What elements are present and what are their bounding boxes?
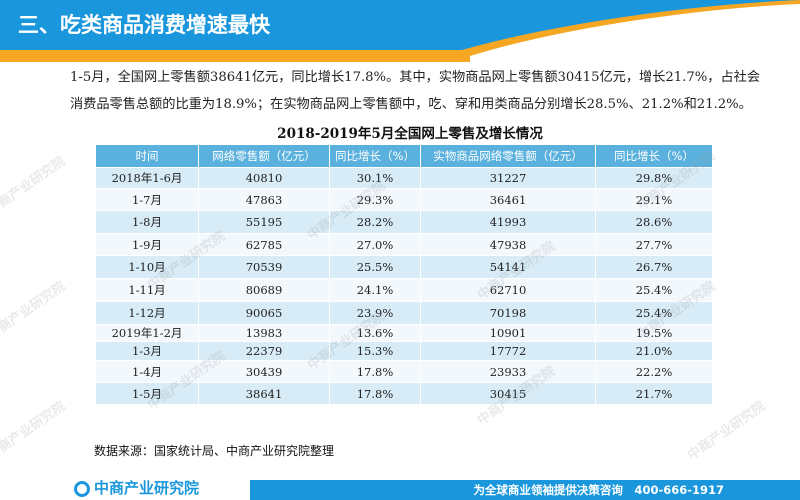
cell-yoy-growth: 15.3% [329,341,421,361]
cell-physical-yoy-growth: 19.5% [595,324,713,342]
cell-time: 1-5月 [95,382,199,405]
table-row: 1-8月 55195 28.2% 41993 28.6% [95,210,713,234]
cell-physical-retail: 47938 [420,233,596,256]
cell-physical-yoy-growth: 27.7% [595,233,713,256]
cell-yoy-growth: 17.8% [329,382,421,405]
cell-time: 1-8月 [95,210,199,234]
cell-yoy-growth: 28.2% [329,210,421,234]
table-row: 1-7月 47863 29.3% 36461 29.1% [95,188,713,211]
column-header-yoy-growth: 同比增长（%） [329,144,421,168]
retail-table: 时间 网络零售额（亿元） 同比增长（%） 实物商品网络零售额（亿元） 同比增长（… [95,144,713,405]
cell-physical-yoy-growth: 29.8% [595,167,713,189]
cell-yoy-growth: 25.5% [329,255,421,279]
cell-online-retail: 90065 [198,301,330,325]
cell-physical-retail: 54141 [420,255,596,279]
cell-physical-retail: 41993 [420,210,596,234]
watermark-text: 中商产业研究院 [0,398,69,464]
cell-physical-retail: 31227 [420,167,596,189]
cell-physical-yoy-growth: 26.7% [595,255,713,279]
column-header-time: 时间 [95,144,199,168]
page-title: 三、吃类商品消费增速最快 [18,13,270,37]
cell-online-retail: 55195 [198,210,330,234]
cell-online-retail: 80689 [198,278,330,302]
table-row: 1-12月 90065 23.9% 70198 25.4% [95,301,713,325]
cell-time: 1-7月 [95,188,199,211]
cell-physical-retail: 10901 [420,324,596,342]
cell-time: 1-9月 [95,233,199,256]
column-header-online-retail: 网络零售额（亿元） [198,144,330,168]
cell-online-retail: 13983 [198,324,330,342]
watermark-text: 中商产业研究院 [0,278,69,344]
cell-yoy-growth: 17.8% [329,360,421,383]
cell-online-retail: 22379 [198,341,330,361]
cell-physical-retail: 62710 [420,278,596,302]
cell-online-retail: 47863 [198,188,330,211]
cell-physical-retail: 17772 [420,341,596,361]
cell-physical-retail: 23933 [420,360,596,383]
cell-yoy-growth: 23.9% [329,301,421,325]
company-logo-icon [74,480,90,497]
watermark-text: 中商产业研究院 [685,398,769,464]
cell-time: 1-10月 [95,255,199,279]
cell-physical-yoy-growth: 28.6% [595,210,713,234]
table-row: 2019年1-2月 13983 13.6% 10901 19.5% [95,324,713,342]
intro-paragraph: 1-5月，全国网上零售额38641亿元，同比增长17.8%。其中，实物商品网上零… [70,70,761,112]
cell-time: 1-3月 [95,341,199,361]
footer-logo: 中商产业研究院 [74,477,199,499]
header-banner-shape [0,0,800,62]
cell-yoy-growth: 24.1% [329,278,421,302]
cell-physical-yoy-growth: 21.0% [595,341,713,361]
cell-physical-retail: 30415 [420,382,596,405]
data-source-note: 数据来源：国家统计局、中商产业研究院整理 [94,444,335,458]
table-row: 1-10月 70539 25.5% 54141 26.7% [95,255,713,279]
column-header-physical-goods-retail: 实物商品网络零售额（亿元） [420,144,596,168]
table-row: 1-5月 38641 17.8% 30415 21.7% [95,382,713,405]
column-header-physical-yoy-growth: 同比增长（%） [595,144,713,168]
table-row: 2018年1-6月 40810 30.1% 31227 29.8% [95,167,713,189]
footer-bar [250,480,800,500]
cell-time: 2018年1-6月 [95,167,199,189]
cell-time: 1-12月 [95,301,199,325]
cell-online-retail: 70539 [198,255,330,279]
cell-online-retail: 38641 [198,382,330,405]
cell-physical-yoy-growth: 22.2% [595,360,713,383]
cell-physical-retail: 36461 [420,188,596,211]
cell-physical-retail: 70198 [420,301,596,325]
table-row: 1-4月 30439 17.8% 23933 22.2% [95,360,713,383]
page-header: 三、吃类商品消费增速最快 [0,0,800,62]
table-row: 1-3月 22379 15.3% 17772 21.0% [95,341,713,361]
cell-time: 2019年1-2月 [95,324,199,342]
footer-slogan: 为全球商业领袖提供决策咨询 400-666-1917 [473,483,724,497]
cell-yoy-growth: 27.0% [329,233,421,256]
footer-logo-text: 中商产业研究院 [94,479,200,497]
table-header-row: 时间 网络零售额（亿元） 同比增长（%） 实物商品网络零售额（亿元） 同比增长（… [95,144,713,168]
watermark-text: 中商产业研究院 [0,153,69,219]
cell-physical-yoy-growth: 25.4% [595,301,713,325]
table-row: 1-11月 80689 24.1% 62710 25.4% [95,278,713,302]
cell-physical-yoy-growth: 21.7% [595,382,713,405]
cell-online-retail: 40810 [198,167,330,189]
table-title: 2018-2019年5月全国网上零售及增长情况 [277,126,543,142]
table-row: 1-9月 62785 27.0% 47938 27.7% [95,233,713,256]
